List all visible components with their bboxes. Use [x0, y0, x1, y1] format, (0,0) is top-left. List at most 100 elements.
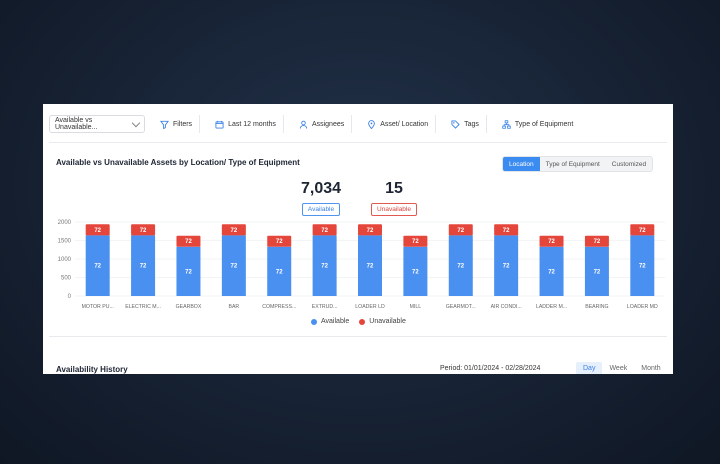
x-tick-label: ELECTRIC M...	[125, 304, 161, 310]
bar-unavailable	[403, 235, 428, 247]
filters-label: Filters	[173, 120, 193, 128]
bar-available	[131, 235, 156, 296]
stacked-bar-chart: 0 500 1000 1500 2000 72 72 MOTOR PU... 72 72 ELECT…	[58, 220, 665, 310]
data-label-available: 72	[140, 264, 147, 270]
history-granularity-tabs: Day Week Month	[576, 362, 668, 374]
bar-unavailable	[358, 224, 382, 236]
availability-history-title: Availability History	[56, 365, 128, 374]
tab-month[interactable]: Month	[641, 365, 661, 372]
data-label-unavailable: 72	[231, 228, 238, 234]
legend-available-dot	[311, 318, 317, 325]
bar-available	[176, 246, 201, 296]
bar-available	[358, 235, 382, 296]
bar-unavailable	[312, 224, 337, 236]
x-tick-label: LOADER LD	[355, 304, 385, 310]
x-tick-label: EXTRUD...	[312, 304, 338, 310]
data-label-unavailable: 72	[140, 228, 147, 234]
x-tick-label: BAR	[229, 304, 240, 310]
x-tick-label: AIR CONDI...	[491, 304, 522, 310]
data-label-available: 72	[457, 264, 464, 270]
tab-customized[interactable]: Customized	[605, 157, 653, 171]
assignees-label: Assignees	[311, 120, 345, 128]
legend-unavailable-dot	[359, 318, 366, 325]
available-badge: Available	[301, 203, 341, 216]
bar-unavailable	[221, 224, 246, 236]
data-label-available: 72	[231, 264, 238, 270]
unavailable-stat: 15 Unavailable	[368, 180, 420, 216]
data-label-unavailable: 72	[185, 239, 192, 245]
tags-label: Tags	[464, 120, 479, 128]
y-tick-label: 1500	[58, 239, 72, 245]
y-tick-label: 0	[68, 294, 72, 300]
bar-available	[494, 235, 519, 296]
legend-available-label: Available	[321, 318, 350, 325]
chart-type-dropdown-value: Available vs Unavailable...	[55, 117, 98, 131]
dashboard-card: Available vs Unavailable... Filters Last…	[43, 104, 673, 374]
filter-icon	[160, 120, 169, 129]
x-tick-label: MILL	[410, 304, 422, 310]
view-toggle: Location Type of Equipment Customized	[502, 156, 654, 172]
tab-week[interactable]: Week	[609, 365, 628, 372]
bar-unavailable	[85, 224, 110, 236]
data-label-available: 72	[503, 264, 510, 270]
y-tick-label: 500	[61, 276, 72, 282]
data-label-unavailable: 72	[321, 228, 328, 234]
data-label-available: 72	[412, 269, 419, 275]
chart-legend: Available Unavailable	[311, 318, 406, 325]
bar-available	[630, 235, 655, 296]
data-label-unavailable: 72	[94, 228, 101, 234]
calendar-icon	[215, 120, 224, 129]
data-label-unavailable: 72	[503, 228, 510, 234]
x-tick-label: LADDER M...	[536, 304, 567, 310]
x-tick-label: COMPRESS...	[262, 304, 296, 310]
data-label-unavailable: 72	[594, 239, 601, 245]
data-label-available: 72	[594, 269, 601, 275]
data-label-available: 72	[639, 264, 646, 270]
filter-toolbar: Available vs Unavailable... Filters Last…	[49, 114, 580, 134]
data-label-unavailable: 72	[548, 239, 555, 245]
bar-unavailable	[176, 235, 201, 247]
bar-available	[221, 235, 246, 296]
asset-location-label: Asset/ Location	[380, 120, 429, 128]
data-label-available: 72	[367, 264, 374, 270]
tags-button[interactable]: Tags	[444, 115, 487, 133]
data-label-available: 72	[548, 269, 555, 275]
tab-day[interactable]: Day	[576, 362, 603, 374]
history-period: Period: 01/01/2024 - 02/28/2024	[440, 365, 541, 372]
x-tick-label: GEARMOT...	[446, 304, 476, 310]
bar-unavailable	[630, 224, 655, 236]
chart-type-dropdown[interactable]: Available vs Unavailable...	[49, 115, 145, 133]
asset-location-button[interactable]: Asset/ Location	[360, 115, 437, 133]
location-pin-icon	[368, 119, 376, 129]
y-tick-label: 1000	[58, 257, 72, 263]
date-range-label: Last 12 months	[228, 120, 276, 128]
data-label-unavailable: 72	[639, 228, 646, 234]
bar-available	[312, 235, 337, 296]
unavailable-badge: Unavailable	[371, 203, 417, 216]
assignees-button[interactable]: Assignees	[292, 115, 353, 133]
bar-available	[403, 246, 428, 296]
bar-unavailable	[494, 224, 519, 236]
bar-unavailable	[267, 235, 292, 247]
data-label-available: 72	[94, 264, 101, 270]
data-label-unavailable: 72	[457, 228, 464, 234]
user-icon	[299, 120, 308, 129]
available-stat: 7,034 Available	[293, 180, 349, 216]
data-label-available: 72	[321, 264, 328, 270]
bar-available	[539, 246, 564, 296]
data-label-unavailable: 72	[367, 228, 374, 234]
y-tick-label: 2000	[58, 220, 72, 226]
tab-location[interactable]: Location	[503, 157, 540, 171]
toolbar-divider	[49, 142, 667, 143]
bar-available	[584, 246, 609, 296]
equipment-type-button[interactable]: Type of Equipment	[495, 115, 580, 133]
bar-available	[85, 235, 110, 296]
tab-type-of-equipment[interactable]: Type of Equipment	[539, 157, 606, 171]
filters-button[interactable]: Filters	[153, 115, 201, 133]
data-label-available: 72	[276, 269, 283, 275]
date-range-button[interactable]: Last 12 months	[208, 115, 284, 133]
x-tick-label: GEARBOX	[176, 304, 202, 310]
bar-available	[448, 235, 473, 296]
bar-unavailable	[584, 235, 609, 247]
section-divider	[49, 336, 667, 337]
